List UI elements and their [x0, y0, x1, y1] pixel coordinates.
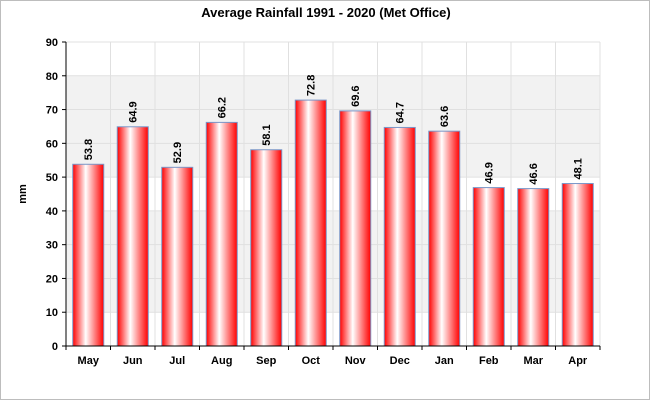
x-tick-label: Nov — [345, 355, 367, 367]
bar — [205, 121, 238, 347]
y-tick-label: 20 — [46, 273, 58, 285]
x-tick-label: Dec — [390, 355, 410, 367]
bar — [161, 166, 194, 347]
x-tick-label: May — [78, 355, 100, 367]
y-tick-label: 60 — [46, 138, 58, 150]
y-axis-label: mm — [17, 184, 29, 204]
bar — [428, 130, 461, 347]
bar — [383, 126, 416, 347]
x-tick-label: Jan — [435, 355, 454, 367]
x-tick-label: Sep — [256, 355, 276, 367]
bar — [472, 187, 505, 347]
bar — [339, 110, 372, 347]
y-tick-label: 10 — [46, 307, 58, 319]
y-tick-label: 40 — [46, 206, 58, 218]
x-tick-label: Aug — [211, 355, 232, 367]
bar-value-label: 72.8 — [306, 75, 318, 96]
chart-title: Average Rainfall 1991 - 2020 (Met Office… — [201, 5, 451, 20]
bar-value-label: 64.9 — [128, 101, 140, 122]
y-tick-label: 50 — [46, 172, 58, 184]
x-tick-label: Oct — [302, 355, 321, 367]
bar-value-label: 64.7 — [395, 102, 407, 123]
y-tick-label: 90 — [46, 37, 58, 49]
bar-value-label: 66.2 — [217, 97, 229, 118]
x-tick-label: Jul — [169, 355, 185, 367]
y-tick-label: 0 — [52, 341, 58, 353]
bar-value-label: 53.8 — [83, 139, 95, 160]
bar — [517, 188, 550, 347]
y-tick-label: 80 — [46, 71, 58, 83]
bar-value-label: 69.6 — [350, 85, 362, 106]
bar-series — [72, 99, 594, 347]
x-tick-label: Jun — [123, 355, 143, 367]
y-tick-label: 30 — [46, 240, 58, 252]
bar-value-label: 46.6 — [528, 163, 540, 184]
y-axis-ticks: 0 10 20 30 40 50 60 70 80 90 — [46, 37, 66, 353]
bar — [116, 126, 149, 347]
bar — [294, 99, 327, 347]
bar-value-label: 48.1 — [573, 158, 585, 179]
bar — [561, 183, 594, 347]
bar — [72, 163, 105, 347]
bar — [250, 149, 283, 347]
y-tick-label: 70 — [46, 105, 58, 117]
bar-value-label: 58.1 — [261, 124, 273, 145]
x-tick-label: Feb — [479, 355, 499, 367]
bar-value-label: 46.9 — [484, 162, 496, 183]
bar-value-label: 52.9 — [172, 142, 184, 163]
x-tick-label: Apr — [568, 355, 588, 367]
bar-value-label: 63.6 — [439, 106, 451, 127]
x-axis-ticks: May Jun Jul Aug Sep Oct Nov Dec Jan Feb Mar Apr — [65, 346, 601, 367]
value-labels: 53.8 64.9 52.9 66.2 58.1 72.8 69.6 64.7 63.6 46.9… — [83, 75, 585, 185]
x-tick-label: Mar — [523, 355, 543, 367]
